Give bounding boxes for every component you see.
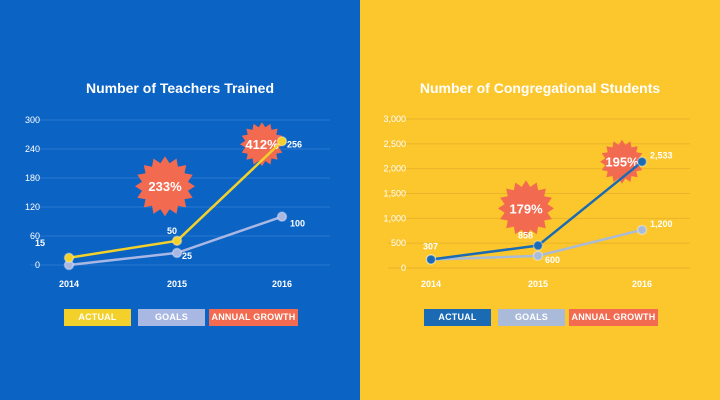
y-tick-label: 120: [25, 202, 40, 212]
data-point: [171, 235, 183, 247]
data-point: [425, 254, 437, 265]
legend-item-annual-growth: ANNUAL GROWTH: [569, 309, 658, 326]
data-label: 307: [423, 241, 438, 251]
y-tick-label: 0: [35, 260, 40, 270]
y-tick-label: 300: [25, 115, 40, 125]
x-tick-label: 2016: [632, 279, 652, 289]
data-label: 15: [35, 238, 45, 248]
students-chart-panel: 0 500 1,000 1,500 2,000 2,500 3,000 2014 2015 201…: [360, 0, 720, 400]
y-tick-label: 2,000: [383, 164, 406, 174]
x-tick-label: 2015: [528, 279, 548, 289]
growth-badge-label: 412%: [245, 137, 279, 152]
data-point: [532, 240, 544, 251]
data-point: [532, 250, 544, 262]
data-label: 2,533: [650, 151, 673, 161]
students-chart-svg: 0 500 1,000 1,500 2,000 2,500 3,000 2014 2015 201…: [360, 0, 720, 400]
data-point: [171, 247, 183, 259]
y-tick-label: 60: [30, 231, 40, 241]
data-label: 25: [182, 251, 192, 261]
x-tick-label: 2015: [167, 279, 187, 289]
teachers-chart-panel: 0 60 120 180 240 300 2014 2015 2016 233% 412% 25 100…: [0, 0, 360, 400]
y-tick-label: 3,000: [383, 114, 406, 124]
chart-title: Number of Teachers Trained: [85, 80, 274, 96]
growth-badge-label: 195%: [605, 155, 639, 170]
data-label: 1,200: [650, 219, 673, 229]
y-tick-label: 2,500: [383, 139, 406, 149]
data-label: 858: [518, 231, 533, 241]
growth-badge-label: 179%: [509, 201, 543, 216]
data-point: [636, 156, 648, 167]
data-label: 256: [287, 139, 302, 149]
data-label: 600: [545, 255, 560, 265]
data-point: [63, 252, 75, 263]
data-label: 50: [167, 226, 177, 236]
y-tick-label: 240: [25, 144, 40, 154]
legend-item-annual-growth: ANNUAL GROWTH: [209, 309, 298, 326]
legend-item-actual: ACTUAL: [424, 309, 491, 326]
growth-badge: [240, 122, 284, 167]
x-tick-label: 2016: [272, 279, 292, 289]
data-point: [276, 136, 288, 147]
legend-item-goals: GOALS: [138, 309, 205, 326]
teachers-chart-svg: 0 60 120 180 240 300 2014 2015 2016 233% 412% 25 100…: [0, 0, 360, 400]
y-tick-label: 500: [391, 238, 406, 248]
y-tick-label: 0: [401, 263, 406, 273]
data-point: [636, 224, 648, 236]
legend-item-actual: ACTUAL: [64, 309, 131, 326]
data-label: 100: [290, 219, 305, 229]
data-point: [276, 211, 288, 222]
legend-item-goals: GOALS: [498, 309, 565, 326]
y-tick-label: 1,500: [383, 189, 406, 199]
growth-badge: [600, 139, 644, 184]
chart-legend: ACTUAL GOALS ANNUAL GROWTH: [360, 309, 720, 326]
x-tick-label: 2014: [421, 279, 441, 289]
y-tick-label: 1,000: [383, 213, 406, 223]
growth-badge: [135, 156, 195, 217]
chart-legend: ACTUAL GOALS ANNUAL GROWTH: [0, 309, 360, 326]
chart-title: Number of Congregational Students: [419, 80, 661, 96]
growth-badge: [498, 180, 554, 237]
growth-badge-label: 233%: [148, 179, 182, 194]
y-tick-label: 180: [25, 173, 40, 183]
x-tick-label: 2014: [59, 279, 79, 289]
